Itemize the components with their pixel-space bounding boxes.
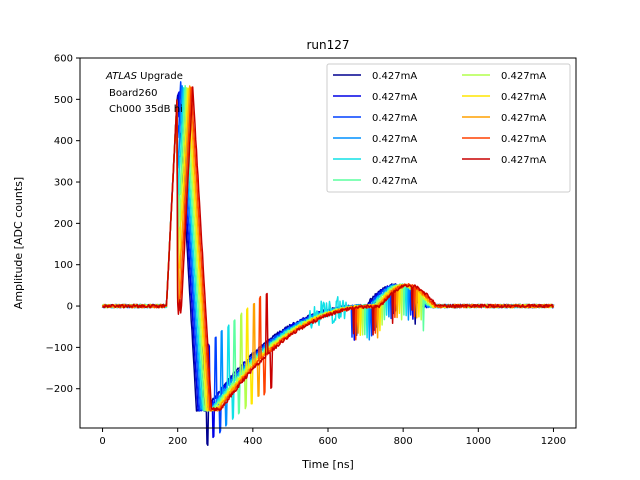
x-tick-label: 800 xyxy=(394,436,413,447)
legend-entry: 0.427mA xyxy=(372,134,417,145)
legend-entry: 0.427mA xyxy=(501,92,546,103)
y-tick-label: −200 xyxy=(46,384,73,395)
x-tick-label: 600 xyxy=(318,436,337,447)
y-tick-label: 200 xyxy=(54,219,73,230)
chart-title: run127 xyxy=(306,38,349,52)
y-tick-label: 300 xyxy=(54,178,73,189)
x-tick-label: 0 xyxy=(99,436,105,447)
x-tick-label: 200 xyxy=(168,436,187,447)
annotation-channel: Ch000 35dB hi xyxy=(109,104,183,115)
annotation-board: Board260 xyxy=(109,88,157,99)
y-tick-label: 500 xyxy=(54,95,73,106)
legend-entry: 0.427mA xyxy=(501,155,546,166)
x-axis-label: Time [ns] xyxy=(301,458,354,471)
legend-frame xyxy=(326,63,571,193)
plot-lines xyxy=(101,81,555,446)
x-tick-label: 1200 xyxy=(541,436,566,447)
legend-entry: 0.427mA xyxy=(372,176,417,187)
series-line xyxy=(102,86,554,412)
y-tick-label: 600 xyxy=(54,54,73,65)
legend-entry: 0.427mA xyxy=(372,155,417,166)
legend-entry: 0.427mA xyxy=(501,113,546,124)
annotation: ATLAS Upgrade Board260 Ch000 35dB hi xyxy=(105,71,183,115)
legend-entry: 0.427mA xyxy=(501,71,546,82)
axis-ticks: 0 200 400 600 800 1000 1200 −200 −100 0 100 200 300 4… xyxy=(46,54,567,448)
x-tick-label: 1000 xyxy=(466,436,491,447)
legend: 0.427mA 0.427mA 0.427mA 0.427mA 0.427mA 0.427… xyxy=(326,63,571,193)
y-tick-label: −100 xyxy=(46,343,73,354)
y-tick-label: 400 xyxy=(54,136,73,147)
legend-entry: 0.427mA xyxy=(501,134,546,145)
annotation-upgrade: Upgrade xyxy=(137,71,183,82)
svg-text:ATLAS Upgrade: ATLAS Upgrade xyxy=(105,71,183,82)
legend-entry: 0.427mA xyxy=(372,71,417,82)
y-tick-label: 100 xyxy=(54,260,73,271)
legend-entry: 0.427mA xyxy=(372,113,417,124)
annotation-atlas: ATLAS xyxy=(105,71,138,82)
y-axis-label: Amplitude [ADC counts] xyxy=(12,177,25,309)
y-tick-label: 0 xyxy=(67,302,73,313)
x-tick-label: 400 xyxy=(243,436,262,447)
legend-entry: 0.427mA xyxy=(372,92,417,103)
